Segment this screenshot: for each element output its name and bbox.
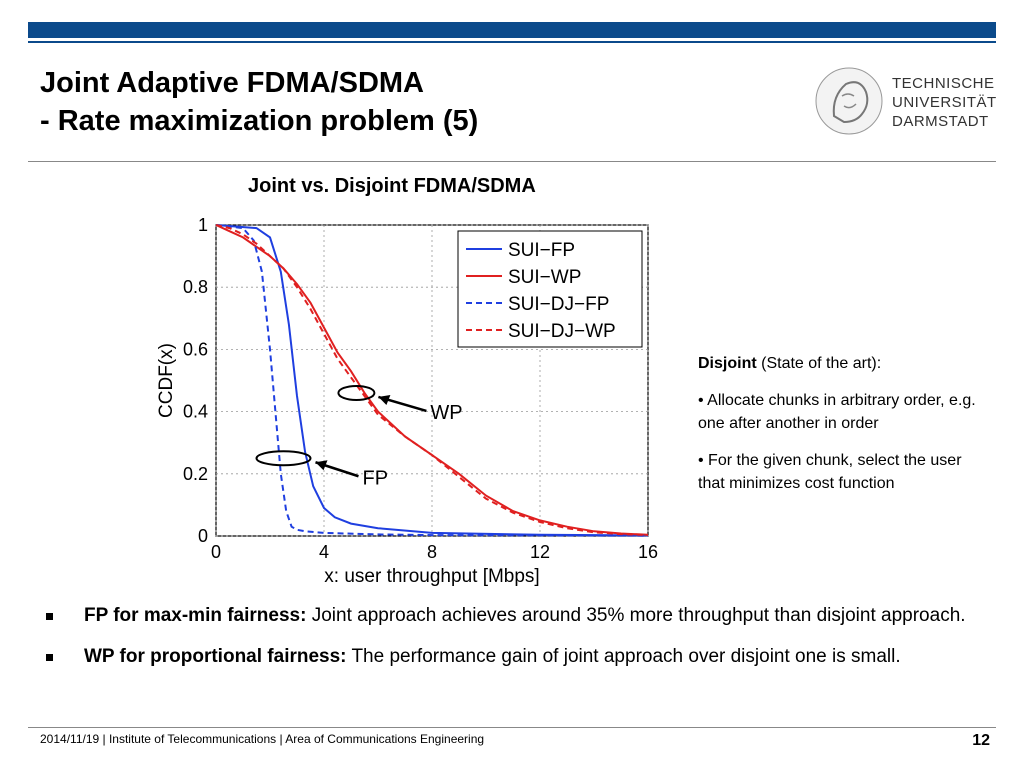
x-tick-label: 8 [427, 542, 437, 562]
y-tick-label: 0.6 [183, 339, 208, 359]
series-line-2 [215, 224, 649, 537]
title-line-1: Joint Adaptive FDMA/SDMA [40, 67, 424, 99]
conclusion-fp-text: Joint approach achieves around 35% more … [306, 605, 966, 626]
x-tick-label: 4 [319, 542, 329, 562]
conclusion-wp-bold: WP for proportional fairness: [84, 646, 347, 667]
series-line-1 [215, 224, 649, 536]
footer-text: 2014/11/19 | Institute of Telecommunicat… [40, 732, 485, 746]
side-heading-rest: (State of the art): [756, 355, 882, 372]
x-tick-label: 12 [530, 542, 550, 562]
legend-label: SUI−DJ−FP [508, 294, 609, 315]
y-tick-label: 0.2 [183, 464, 208, 484]
x-tick-label: 0 [211, 542, 221, 562]
annotation-ellipse [255, 450, 312, 467]
logo-line-3: DARMSTADT [892, 113, 989, 130]
x-axis-label: x: user throughput [Mbps] [324, 566, 539, 587]
athena-seal-icon [815, 67, 883, 135]
page-number: 12 [972, 732, 990, 749]
logo-line-1: TECHNISCHE [892, 75, 995, 92]
conclusion-item-fp: FP for max-min fairness: Joint approach … [42, 603, 1002, 628]
chart-title: Joint vs. Disjoint FDMA/SDMA [248, 175, 536, 197]
annotation-arrowhead [378, 394, 391, 405]
logo-text: TECHNISCHE UNIVERSITÄT DARMSTADT [892, 74, 997, 131]
header-bar [28, 22, 996, 38]
conclusion-fp-bold: FP for max-min fairness: [84, 605, 307, 626]
legend-label: SUI−FP [508, 240, 575, 261]
side-heading-bold: Disjoint [698, 355, 757, 372]
x-tick-label: 16 [638, 542, 658, 562]
title-rule [28, 161, 996, 162]
footer-rule [28, 727, 996, 728]
series-line-3 [215, 224, 649, 537]
side-point-1: • Allocate chunks in arbitrary order, e.… [698, 392, 976, 432]
annotation-label: WP [430, 402, 462, 424]
legend-label: SUI−WP [508, 267, 581, 288]
side-heading: Disjoint (State of the art): [698, 352, 988, 375]
series-line-0 [215, 224, 649, 537]
y-tick-label: 0.4 [183, 402, 208, 422]
legend-label: SUI−DJ−WP [508, 321, 616, 342]
y-tick-label: 1 [198, 215, 208, 235]
legend-box [457, 230, 643, 348]
header-divider [28, 41, 996, 43]
slide-title: Joint Adaptive FDMA/SDMA - Rate maximiza… [40, 64, 478, 140]
annotation-arrowhead [315, 460, 328, 471]
university-logo: TECHNISCHE UNIVERSITÄT DARMSTADT [802, 58, 996, 146]
y-axis-label: CCDF(x) [156, 343, 177, 418]
y-tick-label: 0 [198, 526, 208, 546]
logo-line-2: UNIVERSITÄT [892, 94, 997, 111]
y-tick-label: 0.8 [183, 277, 208, 297]
bullet-square-icon [46, 613, 53, 620]
annotation-ellipse [337, 384, 376, 401]
side-note: Disjoint (State of the art): • Allocate … [698, 352, 988, 509]
conclusion-item-wp: WP for proportional fairness: The perfor… [42, 644, 1002, 669]
conclusion-wp-text: The performance gain of joint approach o… [346, 646, 901, 667]
ccdf-chart: 0 4 8 12 16 0 0.2 0.4 0.6 0.8 1 x: user throughput … [156, 215, 658, 587]
title-line-2: - Rate maximization problem (5) [40, 105, 479, 137]
bullet-square-icon [46, 654, 53, 661]
conclusion-list: FP for max-min fairness: Joint approach … [42, 603, 1002, 685]
annotation-label: FP [363, 467, 389, 489]
side-point-2: • For the given chunk, select the user t… [698, 452, 962, 492]
